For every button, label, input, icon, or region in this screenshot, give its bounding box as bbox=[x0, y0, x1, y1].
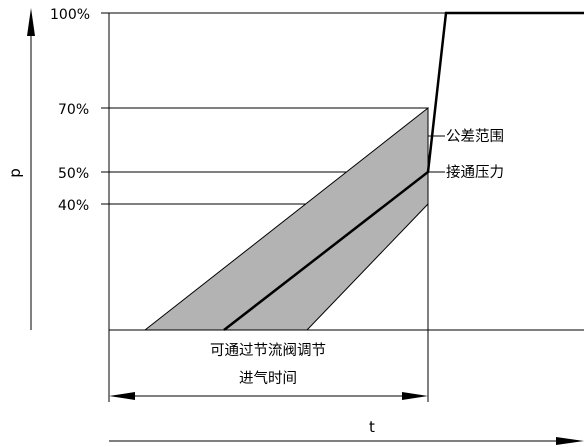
time-span-label-line1: 可通过节流阀调节 bbox=[210, 342, 326, 359]
pressure-curve bbox=[223, 11, 584, 331]
x-axis-label: t bbox=[369, 418, 375, 436]
switching-pressure-label: 接通压力 bbox=[446, 164, 504, 181]
y-tick-label-100: 100% bbox=[50, 7, 90, 23]
time-span-arrow-right bbox=[402, 392, 428, 400]
y-tick-label-70: 70% bbox=[58, 102, 89, 118]
y-axis-label: p bbox=[6, 168, 24, 178]
y-tick-label-50: 50% bbox=[58, 166, 89, 182]
tolerance-band-label: 公差范围 bbox=[446, 128, 504, 145]
x-axis-arrowhead bbox=[556, 437, 584, 445]
time-span-label-line2: 进气时间 bbox=[239, 370, 297, 387]
time-span-arrow-left bbox=[109, 392, 135, 400]
tolerance-band bbox=[143, 106, 429, 331]
y-axis-arrowhead bbox=[27, 8, 35, 36]
y-tick-label-40: 40% bbox=[58, 198, 89, 214]
